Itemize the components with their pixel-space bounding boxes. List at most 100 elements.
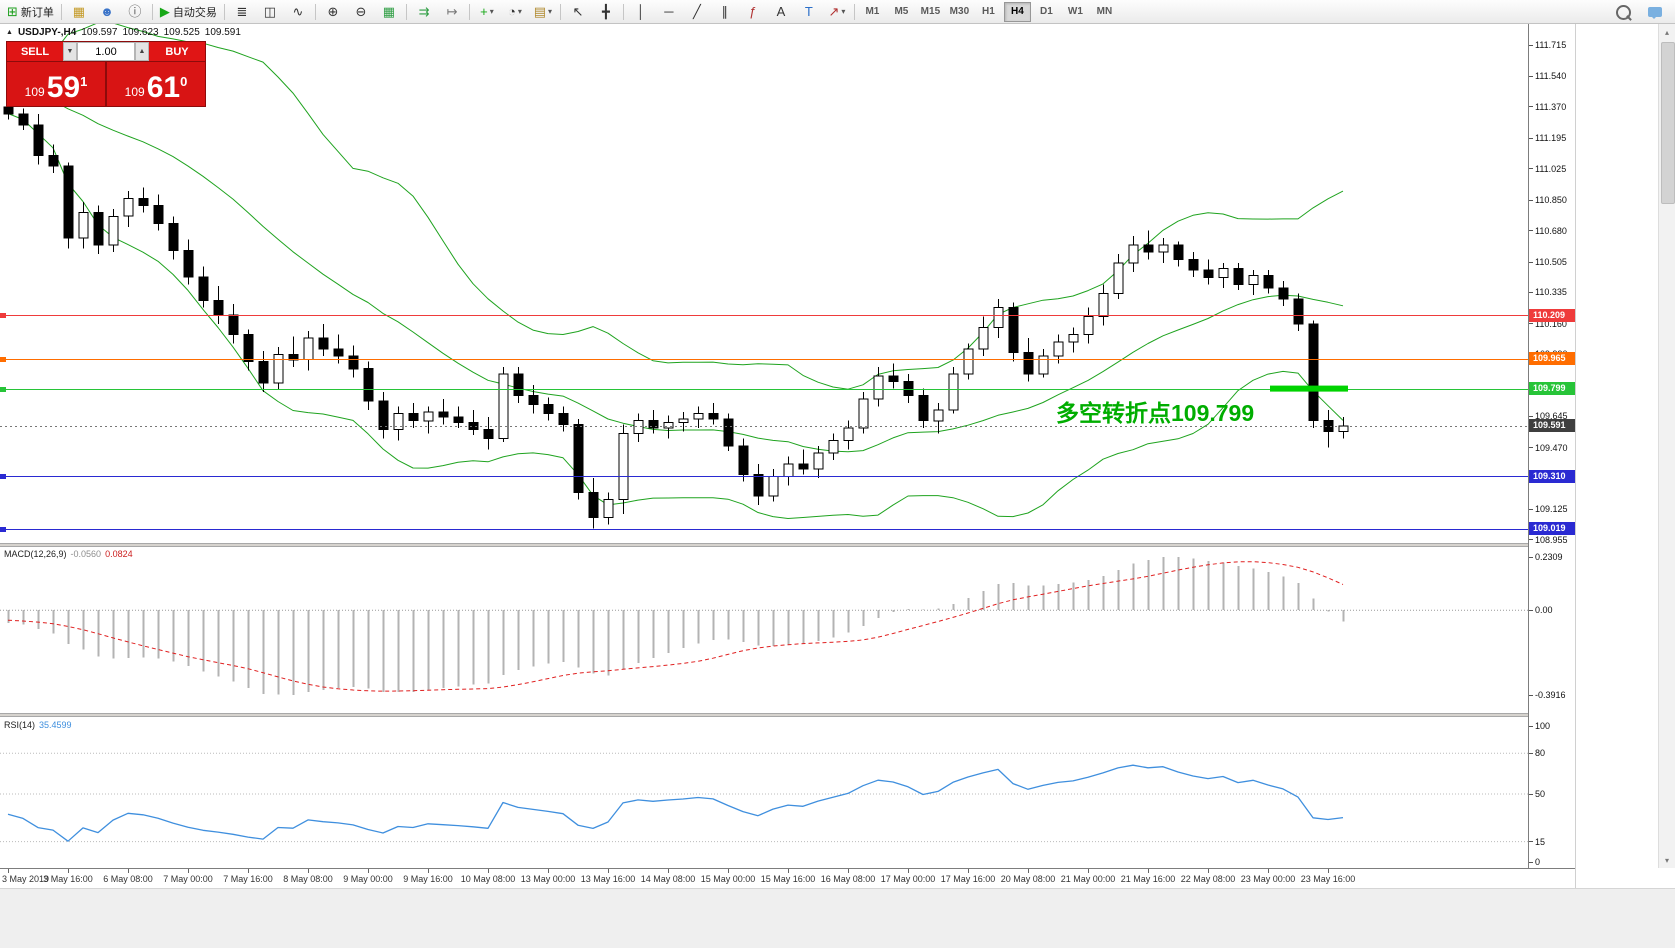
arrows-button[interactable]: ↗ ▾	[823, 1, 851, 23]
time-tick-mark	[668, 869, 669, 873]
rsi-panel-splitter[interactable]	[0, 713, 1575, 717]
timeframe-h4-button[interactable]: H4	[1003, 1, 1031, 22]
timeframe-h1-button[interactable]: H1	[982, 6, 995, 17]
time-tick-mark	[968, 869, 969, 873]
text-button[interactable]: A	[767, 1, 795, 23]
macd-signal-line	[7, 561, 1344, 692]
symbol-period-label: USDJPY-,H4	[17, 27, 77, 38]
time-tick-mark	[248, 869, 249, 873]
periods-button[interactable]: ◔ ▾	[501, 1, 529, 23]
search-button[interactable]	[1609, 1, 1637, 23]
data-window-button[interactable]: ⓘ	[121, 1, 149, 23]
zoom-out-button[interactable]: ⊖	[347, 1, 375, 23]
time-tick-mark	[1148, 869, 1149, 873]
axis-tick-mark	[1529, 725, 1533, 727]
timeframe-mn-button[interactable]: MN	[1096, 6, 1113, 17]
scroll-down-button[interactable]: ▾	[1664, 855, 1669, 865]
axis-tick-mark	[1529, 230, 1533, 232]
autotrading-label: 自动交易	[172, 6, 217, 19]
time-label: 13 May 00:00	[520, 874, 576, 884]
auto-scroll-icon: ⇉	[418, 4, 430, 19]
bollinger-middle	[7, 89, 1344, 453]
buy-price-prefix: 109	[124, 85, 145, 99]
periods-icon: ◔	[507, 4, 516, 19]
vertical-line-button[interactable]: │	[627, 1, 655, 23]
toolbar-separator	[468, 3, 470, 20]
chart-shift-icon: ↦	[446, 4, 458, 19]
time-tick-mark	[8, 869, 9, 873]
sell-price[interactable]: 109 59 1	[7, 62, 105, 106]
equidistant-channel-button[interactable]: ∥	[711, 1, 739, 23]
axis-tick-label: 110.335	[1535, 287, 1567, 298]
autotrading-button[interactable]: ▶ 自动交易	[156, 1, 221, 23]
time-tick-mark	[308, 869, 309, 873]
timeframe-m5-button[interactable]: M5	[894, 6, 909, 17]
text-label-button[interactable]: T	[795, 1, 823, 23]
tile-windows-button[interactable]: ▦	[375, 1, 403, 23]
time-label: 20 May 08:00	[1000, 874, 1056, 884]
time-label: 7 May 00:00	[163, 874, 213, 884]
collapse-icon[interactable]: ▲	[6, 29, 13, 36]
macd-panel-splitter[interactable]	[0, 543, 1575, 547]
time-tick-mark	[68, 869, 69, 873]
timeframe-m1-button[interactable]: M1	[865, 6, 880, 17]
axis-tick-mark	[1529, 508, 1533, 510]
axis-tick-label: -0.3916	[1535, 690, 1566, 700]
profiles-button[interactable]: ☻	[93, 1, 121, 23]
line-chart-button[interactable]: ∿	[284, 1, 312, 23]
time-label: 21 May 00:00	[1060, 874, 1116, 884]
community-button[interactable]	[1641, 1, 1669, 23]
sell-button[interactable]: SELL	[7, 42, 63, 61]
new-chart-icon: ▦	[72, 4, 86, 19]
indicators-icon: +	[480, 4, 488, 19]
axis-tick-label: 80	[1535, 748, 1546, 759]
macd-signal-value: 0.0824	[105, 549, 133, 559]
fibonacci-button[interactable]: ƒ	[739, 1, 767, 23]
time-tick-mark	[1268, 869, 1269, 873]
horizontal-line-icon: ─	[664, 4, 674, 19]
horizontal-line-button[interactable]: ─	[655, 1, 683, 23]
axis-tick-mark	[1529, 106, 1533, 108]
scrollbar-thumb[interactable]	[1661, 42, 1675, 204]
zoom-in-button[interactable]: ⊕	[319, 1, 347, 23]
crosshair-button[interactable]: ╋	[592, 1, 620, 23]
axis-tick-mark	[1529, 323, 1533, 325]
vertical-scrollbar[interactable]: ▴ ▾	[1658, 24, 1675, 868]
buy-button[interactable]: BUY	[149, 42, 205, 61]
main-chart-layer	[0, 24, 1528, 532]
bar-chart-button[interactable]: ≣	[228, 1, 256, 23]
axis-tick-mark	[1529, 447, 1533, 449]
volume-input[interactable]	[77, 42, 135, 61]
timeframe-m15-button[interactable]: M15	[920, 6, 941, 17]
axis-tick-label: 110.680	[1535, 225, 1567, 236]
scroll-up-button[interactable]: ▴	[1664, 27, 1669, 37]
volume-up-button[interactable]: ▲	[135, 42, 149, 61]
dropdown-caret-icon: ▾	[548, 7, 553, 16]
candles-layer	[3, 101, 1349, 529]
volume-down-button[interactable]: ▼	[63, 42, 77, 61]
chart-shift-button[interactable]: ↦	[438, 1, 466, 23]
time-tick-mark	[548, 869, 549, 873]
new-chart-button[interactable]: ▦	[65, 1, 93, 23]
trendline-button[interactable]: ╱	[683, 1, 711, 23]
templates-icon: ▤	[533, 4, 547, 19]
templates-button[interactable]: ▤ ▾	[529, 1, 557, 23]
timeframe-d1-button[interactable]: D1	[1040, 6, 1053, 17]
axis-tick-mark	[1529, 861, 1533, 863]
timeframe-m30-button[interactable]: M30	[949, 6, 970, 17]
indicators-button[interactable]: + ▾	[473, 1, 501, 23]
time-tick-mark	[608, 869, 609, 873]
bollinger-lower	[7, 113, 1344, 519]
auto-scroll-button[interactable]: ⇉	[410, 1, 438, 23]
candlestick-chart-button[interactable]: ◫	[256, 1, 284, 23]
axis-tick-label: 0.00	[1535, 605, 1553, 616]
buy-price[interactable]: 109 61 0	[105, 62, 205, 106]
time-tick-mark	[788, 869, 789, 873]
axis-tick-mark	[1529, 556, 1533, 558]
axis-tick-mark	[1529, 291, 1533, 293]
tile-windows-icon: ▦	[382, 4, 396, 19]
timeframe-w1-button[interactable]: W1	[1067, 6, 1083, 17]
cursor-button[interactable]: ↖	[564, 1, 592, 23]
new-order-button[interactable]: ⊞ 新订单	[3, 1, 58, 23]
axis-tick-mark	[1529, 841, 1533, 843]
